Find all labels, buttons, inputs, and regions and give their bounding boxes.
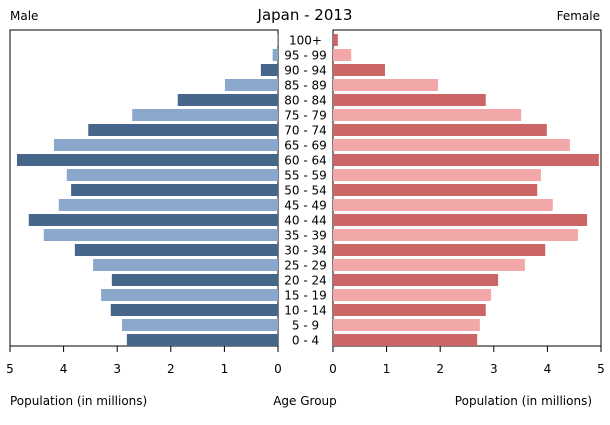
- age-group-label: 70 - 74: [284, 124, 327, 138]
- chart-title: Japan - 2013: [257, 6, 353, 24]
- age-group-label: 55 - 59: [284, 169, 327, 183]
- female-bar: [333, 289, 492, 301]
- female-bar: [333, 139, 570, 151]
- female-label: Female: [557, 9, 600, 23]
- age-group-label: 60 - 64: [284, 154, 327, 168]
- x-axis-label-center: Age Group: [273, 394, 337, 408]
- male-label: Male: [10, 9, 38, 23]
- x-tick-label-right: 4: [544, 362, 552, 376]
- female-bar: [333, 64, 385, 76]
- male-bar: [74, 244, 278, 256]
- female-bar: [333, 304, 486, 316]
- x-tick-label-left: 3: [113, 362, 121, 376]
- male-bar: [53, 139, 279, 151]
- age-group-label: 90 - 94: [284, 64, 327, 78]
- age-group-label: 35 - 39: [284, 229, 327, 243]
- x-tick-label-right: 0: [329, 362, 337, 376]
- female-bar: [333, 49, 352, 61]
- male-bar: [126, 334, 279, 346]
- male-bar: [272, 49, 278, 61]
- male-bar: [93, 259, 278, 271]
- male-bar: [58, 199, 278, 211]
- x-tick-label-right: 1: [383, 362, 391, 376]
- female-bar: [333, 124, 547, 136]
- female-bar: [333, 244, 546, 256]
- male-bar: [122, 319, 278, 331]
- male-bar: [224, 79, 278, 91]
- male-bar: [66, 169, 278, 181]
- age-group-label: 25 - 29: [284, 259, 327, 273]
- x-tick-label-left: 5: [6, 362, 14, 376]
- x-tick-label-left: 0: [274, 362, 282, 376]
- female-bar: [333, 79, 439, 91]
- female-bar: [333, 334, 478, 346]
- age-group-label: 75 - 79: [284, 109, 327, 123]
- male-bar: [277, 34, 278, 46]
- female-bar: [333, 154, 599, 166]
- male-bar: [111, 274, 278, 286]
- female-bar: [333, 169, 541, 181]
- x-tick-label-left: 4: [60, 362, 68, 376]
- male-bar: [177, 94, 278, 106]
- x-axis-label-left: Population (in millions): [10, 394, 147, 408]
- x-tick-label-right: 2: [436, 362, 444, 376]
- female-bar: [333, 229, 578, 241]
- age-group-label: 10 - 14: [284, 304, 327, 318]
- male-bar: [16, 154, 279, 166]
- x-tick-label-right: 3: [490, 362, 498, 376]
- x-axis-label-right: Population (in millions): [455, 394, 592, 408]
- age-group-label: 80 - 84: [284, 94, 327, 108]
- age-group-label: 45 - 49: [284, 199, 327, 213]
- x-tick-label-right: 5: [597, 362, 605, 376]
- age-group-label: 100+: [289, 34, 322, 48]
- male-bar: [110, 304, 278, 316]
- female-bar: [333, 274, 499, 286]
- x-tick-label-left: 2: [167, 362, 175, 376]
- male-bar: [28, 214, 279, 226]
- male-bar: [88, 124, 278, 136]
- age-group-label: 30 - 34: [284, 244, 327, 258]
- female-bar: [333, 319, 480, 331]
- male-bar: [132, 109, 278, 121]
- age-group-label: 65 - 69: [284, 139, 327, 153]
- age-group-label: 15 - 19: [284, 289, 327, 303]
- age-group-label: 40 - 44: [284, 214, 327, 228]
- female-bar: [333, 109, 522, 121]
- female-bar: [333, 34, 338, 46]
- female-bar: [333, 259, 525, 271]
- female-bar: [333, 94, 486, 106]
- age-group-label: 50 - 54: [284, 184, 327, 198]
- age-group-label: 0 - 4: [292, 334, 319, 348]
- male-bar: [71, 184, 278, 196]
- male-bar: [101, 289, 279, 301]
- male-bar: [260, 64, 278, 76]
- male-bar: [43, 229, 278, 241]
- x-tick-label-left: 1: [221, 362, 229, 376]
- age-group-label: 85 - 89: [284, 79, 327, 93]
- female-bar: [333, 199, 553, 211]
- age-group-label: 95 - 99: [284, 49, 327, 63]
- age-group-label: 5 - 9: [292, 319, 319, 333]
- age-group-label: 20 - 24: [284, 274, 327, 288]
- female-bar: [333, 184, 538, 196]
- female-bar: [333, 214, 588, 226]
